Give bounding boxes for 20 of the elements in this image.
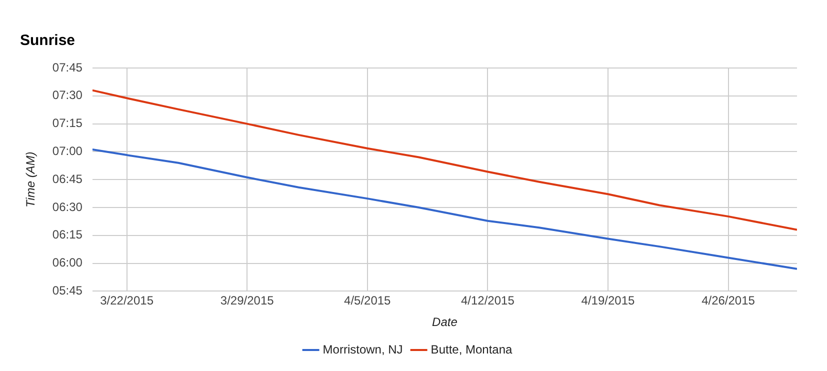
y-tick-label: 06:15 — [52, 228, 83, 242]
x-tick-label: 3/29/2015 — [220, 294, 274, 308]
y-tick-label: 05:45 — [52, 284, 83, 298]
y-axis-title: Time (AM) — [24, 152, 38, 208]
x-tick-label: 4/5/2015 — [344, 294, 392, 308]
x-tick-label: 4/26/2015 — [702, 294, 756, 308]
y-tick-label: 06:45 — [52, 172, 83, 186]
y-tick-label: 07:15 — [52, 116, 83, 130]
y-tick-label: 07:00 — [52, 144, 83, 158]
x-tick-label: 4/12/2015 — [460, 294, 515, 308]
x-tick-label: 3/22/2015 — [100, 294, 154, 308]
legend-label: Butte, Montana — [430, 342, 513, 356]
x-tick-label: 4/19/2015 — [581, 294, 635, 308]
y-tick-label: 07:30 — [52, 88, 83, 102]
x-axis-title: Date — [432, 315, 458, 330]
y-tick-label: 06:00 — [52, 256, 83, 270]
y-tick-label: 07:45 — [52, 60, 83, 74]
legend-label: Morristown, NJ — [322, 342, 403, 356]
chart-title: Sunrise — [20, 32, 76, 50]
y-tick-label: 06:30 — [52, 200, 83, 214]
